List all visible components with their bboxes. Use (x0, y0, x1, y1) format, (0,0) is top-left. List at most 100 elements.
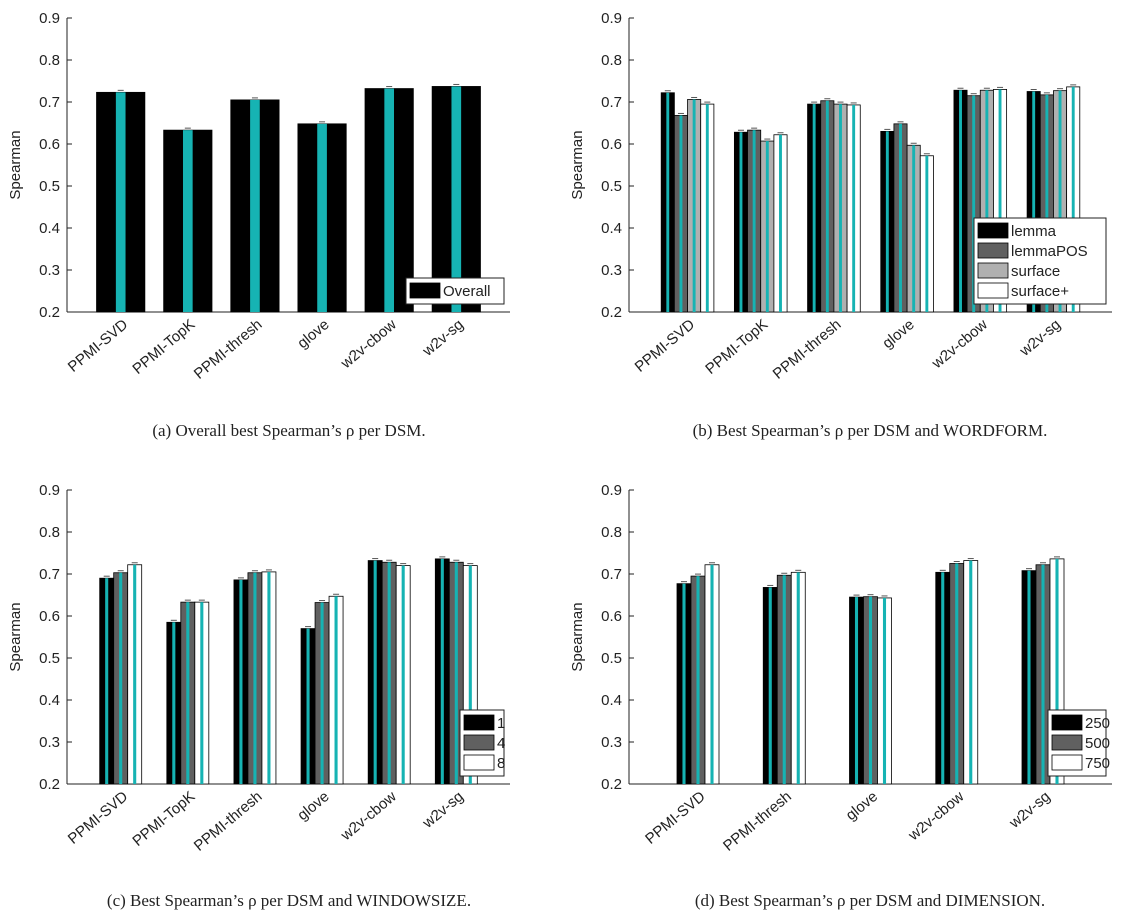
x-tick-label: PPMI-thresh (720, 788, 795, 855)
bar-highlight (186, 602, 189, 784)
y-tick-label: 0.6 (601, 136, 622, 153)
y-tick-label: 0.8 (601, 524, 622, 541)
x-tick-label: PPMI-SVD (65, 316, 132, 376)
legend-label: 250 (1085, 715, 1110, 732)
y-tick-label: 0.7 (39, 566, 60, 583)
bar-highlight (852, 105, 855, 312)
legend-swatch (464, 715, 494, 730)
bar-highlight (119, 573, 122, 784)
y-tick-label: 0.8 (39, 52, 60, 69)
bar-highlight (1027, 571, 1030, 784)
x-tick-label: PPMI-thresh (770, 316, 845, 383)
panel-d: 0.20.30.40.50.60.70.80.9SpearmanPPMI-SVD… (569, 482, 1112, 910)
x-tick-label: w2v-cbow (928, 316, 991, 373)
x-tick-label: PPMI-SVD (632, 316, 699, 376)
y-tick-label: 0.7 (39, 94, 60, 111)
legend-swatch (464, 735, 494, 750)
y-tick-label: 0.9 (39, 482, 60, 499)
legend-swatch (1052, 715, 1082, 730)
y-tick-label: 0.4 (601, 220, 622, 237)
x-tick-label: w2v-sg (419, 788, 467, 832)
bar-highlight (680, 115, 683, 312)
legend-label: 1 (497, 715, 505, 732)
panel-c: 0.2 0.3 0.4 0.5 0.6 0.7 0.8 0.9 Spearman PPMI-SVD… (7, 482, 510, 910)
y-tick-label: 0.5 (39, 650, 60, 667)
bar-highlight (912, 145, 915, 312)
bar-highlight (335, 596, 338, 784)
bar-highlight (813, 104, 816, 312)
bar-highlight (706, 104, 709, 312)
bar-highlight (682, 584, 685, 784)
bar-highlight (388, 562, 391, 784)
bar-highlight (384, 89, 394, 312)
legend-swatch (1052, 735, 1082, 750)
y-axis-label: Spearman (569, 602, 586, 671)
y-tick-label: 0.7 (601, 94, 622, 111)
x-tick-label: PPMI-thresh (191, 316, 266, 383)
legend-label: 4 (497, 735, 505, 752)
bar-highlight (402, 566, 405, 784)
bar-highlight (959, 90, 962, 312)
y-tick-label: 0.4 (39, 220, 60, 237)
bar-highlight (855, 597, 858, 784)
bar-highlight (253, 573, 256, 784)
x-tick-label: PPMI-SVD (642, 788, 709, 848)
y-axis-label: Spearman (7, 130, 24, 199)
bar-highlight (239, 580, 242, 784)
bar-highlight (183, 130, 193, 312)
bar-highlight (693, 99, 696, 312)
legend-swatch (978, 263, 1008, 278)
bar-highlight (116, 92, 126, 312)
y-tick-label: 0.5 (39, 178, 60, 195)
bar-highlight (455, 562, 458, 784)
legend-label: 8 (497, 755, 505, 772)
legend-label: Overall (443, 283, 491, 300)
bar-highlight (753, 130, 756, 312)
bar-highlight (172, 622, 175, 784)
x-tick-label: PPMI-TopK (129, 788, 198, 850)
bar-highlight (267, 572, 270, 784)
x-tick-label: PPMI-TopK (702, 316, 771, 378)
bar-highlight (941, 572, 944, 784)
legend-swatch (464, 755, 494, 770)
panel-caption: (d) Best Spearman’s ρ per DSM and DIMENS… (695, 891, 1045, 910)
y-tick-label: 0.3 (39, 262, 60, 279)
y-tick-label: 0.4 (39, 692, 60, 709)
x-tick-label: glove (294, 788, 332, 824)
y-tick-label: 0.2 (39, 304, 60, 321)
bar-highlight (321, 603, 324, 784)
y-tick-label: 0.3 (601, 262, 622, 279)
x-tick-label: w2v-cbow (337, 788, 400, 845)
bar-highlight (925, 156, 928, 312)
y-tick-label: 0.6 (601, 608, 622, 625)
x-tick-label: glove (843, 788, 881, 824)
bar-highlight (769, 587, 772, 784)
bar-highlight (710, 565, 713, 784)
bar-highlight (955, 564, 958, 785)
legend-swatch (1052, 755, 1082, 770)
y-tick-label: 0.4 (601, 692, 622, 709)
legend-label: 500 (1085, 735, 1110, 752)
bar-highlight (797, 572, 800, 784)
bar-highlight (105, 578, 108, 784)
bar-highlight (886, 131, 889, 312)
bar-highlight (666, 93, 669, 312)
y-tick-label: 0.9 (601, 10, 622, 27)
x-tick-label: w2v-sg (419, 316, 467, 360)
x-tick-label: PPMI-TopK (129, 316, 198, 378)
bar-highlight (200, 602, 203, 784)
bar-highlight (441, 559, 444, 784)
bar-highlight (779, 135, 782, 312)
bar-highlight (374, 561, 377, 784)
y-tick-label: 0.8 (39, 524, 60, 541)
legend-label: lemma (1011, 223, 1057, 240)
bar-highlight (696, 576, 699, 784)
y-tick-label: 0.6 (39, 608, 60, 625)
y-tick-label: 0.2 (601, 304, 622, 321)
x-tick-label: w2v-sg (1005, 788, 1053, 832)
panel-caption: (b) Best Spearman’s ρ per DSM and WORDFO… (693, 421, 1048, 440)
legend-swatch (978, 243, 1008, 258)
y-tick-label: 0.2 (39, 776, 60, 793)
bar-highlight (1041, 565, 1044, 784)
bar-highlight (839, 104, 842, 312)
